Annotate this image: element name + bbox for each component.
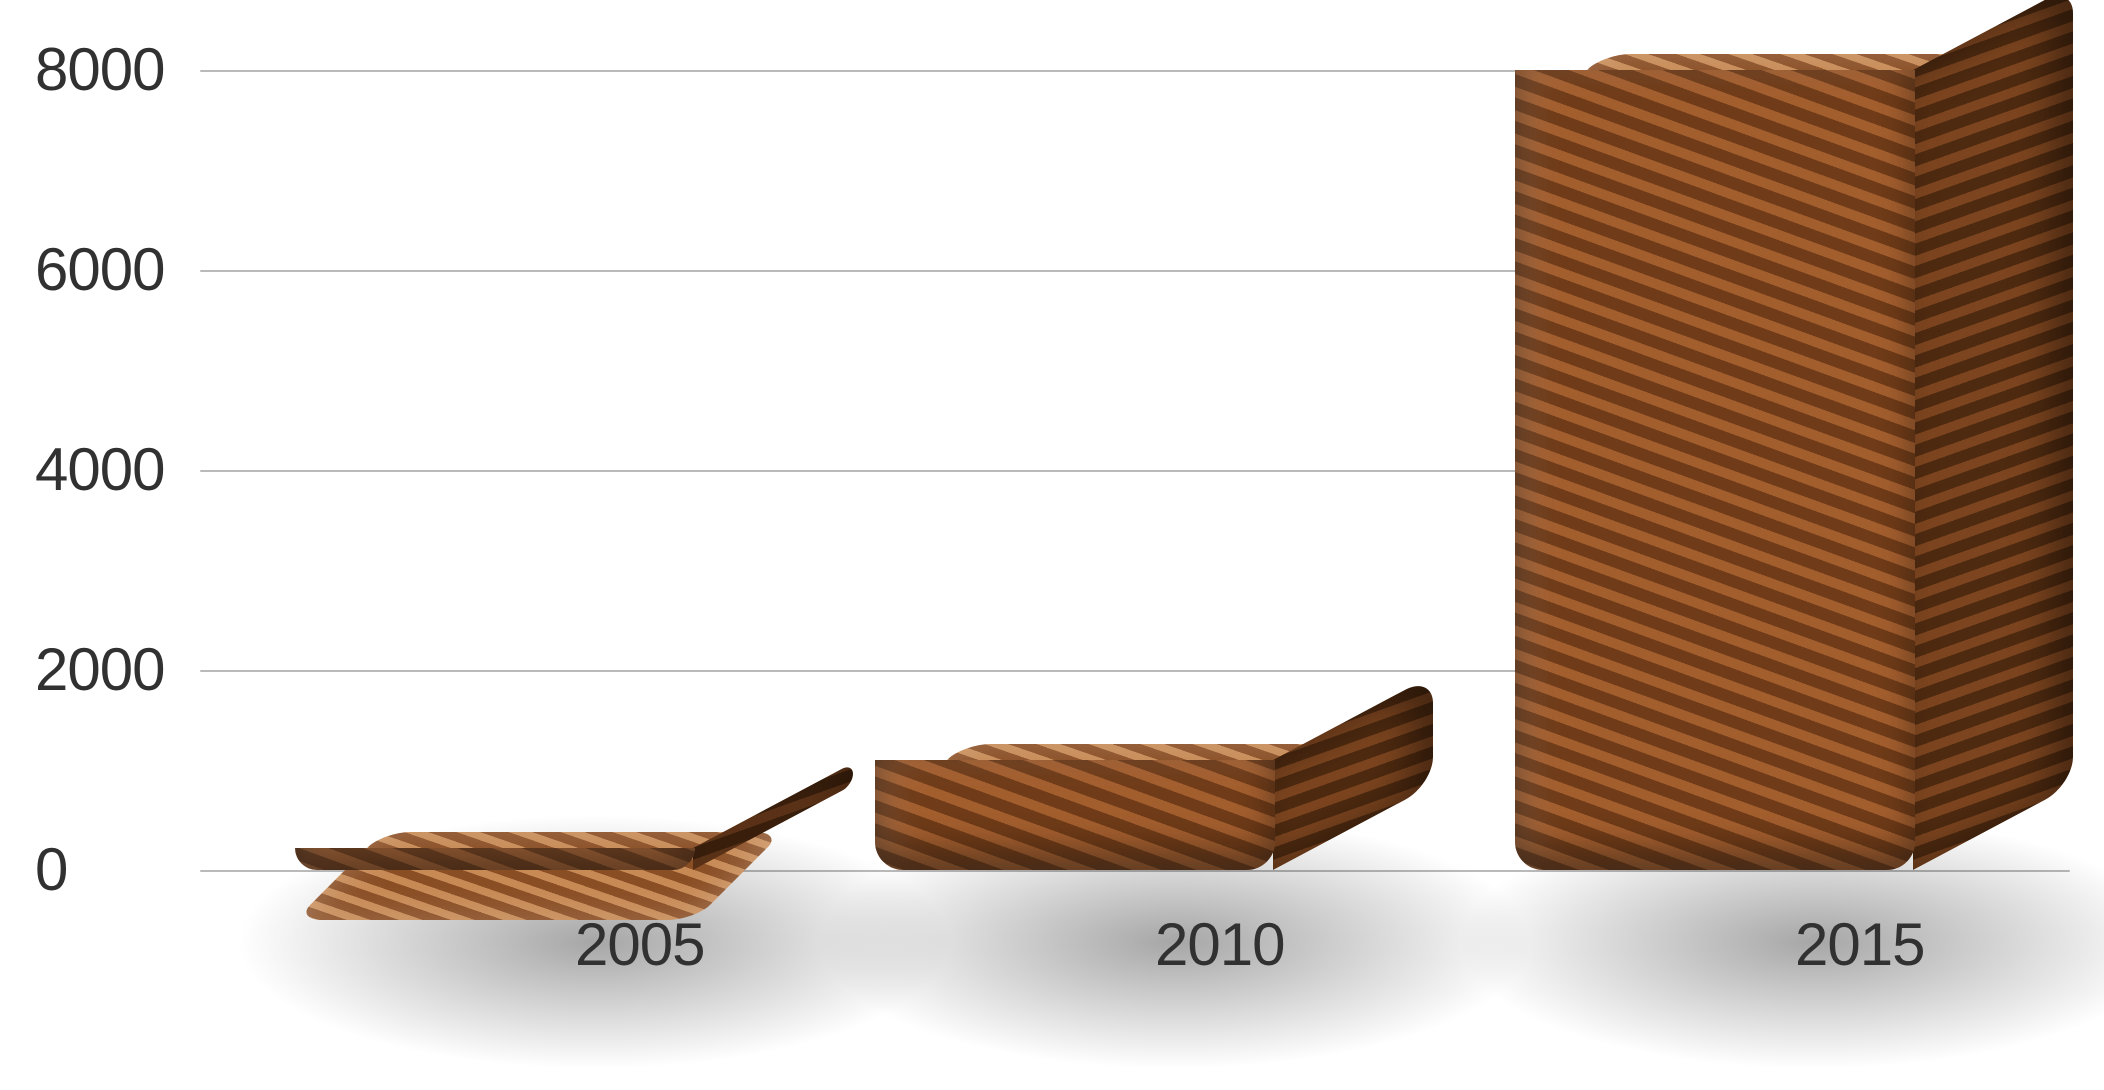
bar-front [875,760,1275,870]
x-tick-label: 2015 [1795,910,1924,979]
x-tick-label: 2010 [1155,910,1284,979]
y-tick-label: 0 [35,835,67,904]
bar-side [1913,0,2073,870]
y-tick-label: 2000 [35,635,164,704]
x-tick-label: 2005 [575,910,704,979]
bar-front [295,848,695,870]
y-tick-label: 4000 [35,435,164,504]
bar-chart-3d: 0 2000 4000 6000 8000 2005 2010 2015 [0,0,2104,1090]
y-tick-label: 6000 [35,235,164,304]
y-tick-label: 8000 [35,35,164,104]
bar-front [1515,70,1915,870]
